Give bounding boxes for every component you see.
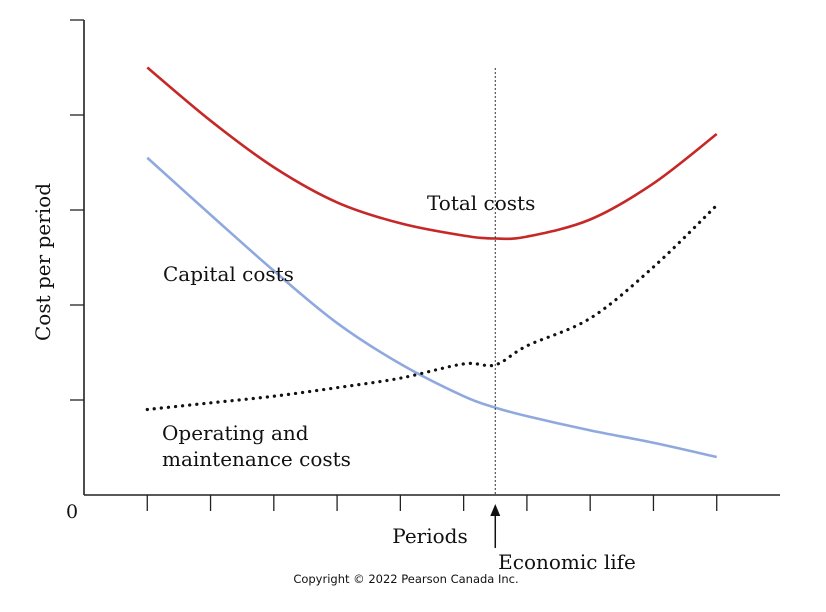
copyright-text: Copyright © 2022 Pearson Canada Inc. (293, 572, 518, 586)
economic-life-label: Economic life (498, 550, 636, 574)
y-axis-label: Cost per period (31, 183, 55, 341)
capital-costs-curve (146, 156, 718, 459)
axes (83, 20, 780, 496)
curves (145, 66, 719, 459)
ticks (70, 19, 718, 511)
economic-life-arrowhead (490, 504, 501, 516)
total-costs-curve (146, 66, 718, 241)
om-costs-label-line1: Operating and (162, 421, 309, 445)
x-axis-label: Periods (392, 524, 467, 548)
om-costs-label-line2: maintenance costs (162, 447, 351, 471)
capital-costs-label: Capital costs (163, 262, 294, 286)
total-costs-label: Total costs (427, 191, 535, 215)
origin-label: 0 (66, 501, 78, 523)
